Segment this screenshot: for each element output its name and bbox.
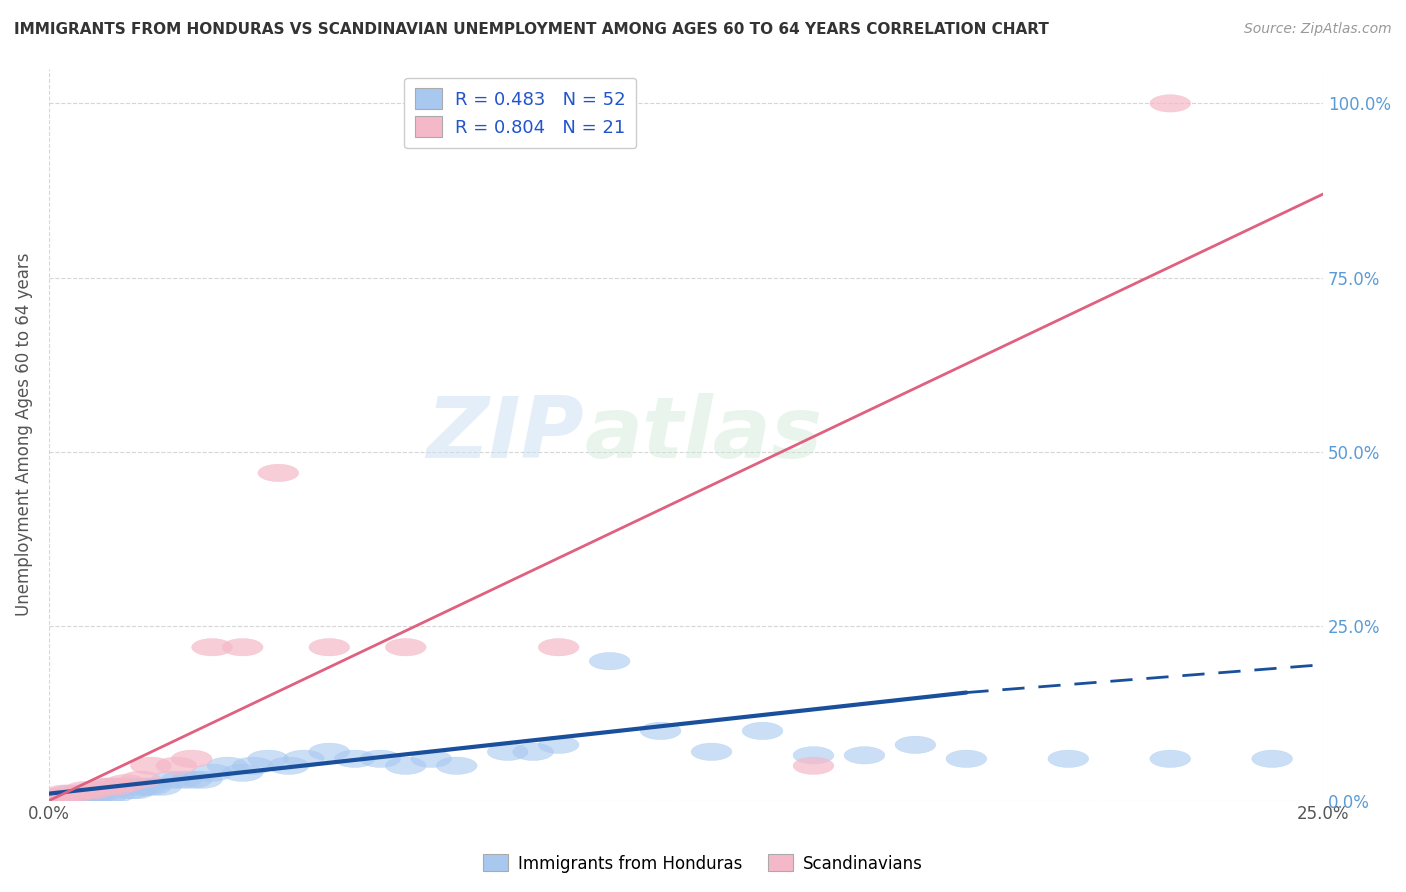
Ellipse shape: [39, 789, 80, 805]
Ellipse shape: [513, 743, 554, 761]
Ellipse shape: [162, 771, 202, 789]
Ellipse shape: [80, 785, 121, 803]
Ellipse shape: [150, 771, 191, 789]
Text: atlas: atlas: [583, 393, 823, 476]
Ellipse shape: [1047, 750, 1088, 767]
Ellipse shape: [257, 464, 298, 482]
Ellipse shape: [742, 723, 783, 739]
Ellipse shape: [793, 757, 834, 774]
Ellipse shape: [247, 750, 288, 767]
Ellipse shape: [121, 771, 162, 789]
Ellipse shape: [360, 750, 401, 767]
Legend: R = 0.483   N = 52, R = 0.804   N = 21: R = 0.483 N = 52, R = 0.804 N = 21: [405, 78, 637, 148]
Ellipse shape: [141, 778, 181, 796]
Ellipse shape: [1150, 750, 1191, 767]
Ellipse shape: [692, 743, 733, 761]
Ellipse shape: [191, 764, 232, 781]
Ellipse shape: [131, 757, 172, 774]
Ellipse shape: [309, 639, 350, 656]
Ellipse shape: [156, 757, 197, 774]
Ellipse shape: [411, 750, 451, 767]
Ellipse shape: [896, 736, 936, 754]
Ellipse shape: [946, 750, 987, 767]
Ellipse shape: [53, 785, 94, 803]
Ellipse shape: [793, 747, 834, 764]
Ellipse shape: [131, 778, 172, 796]
Ellipse shape: [538, 736, 579, 754]
Ellipse shape: [75, 781, 115, 799]
Ellipse shape: [110, 781, 150, 799]
Ellipse shape: [172, 750, 212, 767]
Ellipse shape: [121, 778, 162, 796]
Ellipse shape: [1251, 750, 1292, 767]
Ellipse shape: [53, 789, 94, 805]
Ellipse shape: [589, 652, 630, 670]
Ellipse shape: [65, 789, 105, 805]
Ellipse shape: [105, 774, 146, 792]
Ellipse shape: [309, 743, 350, 761]
Ellipse shape: [385, 639, 426, 656]
Ellipse shape: [222, 639, 263, 656]
Ellipse shape: [65, 781, 105, 799]
Ellipse shape: [90, 778, 131, 796]
Ellipse shape: [335, 750, 375, 767]
Ellipse shape: [69, 789, 110, 805]
Ellipse shape: [75, 785, 115, 803]
Ellipse shape: [105, 778, 146, 796]
Ellipse shape: [115, 781, 156, 799]
Ellipse shape: [844, 747, 884, 764]
Ellipse shape: [94, 785, 135, 803]
Ellipse shape: [436, 757, 477, 774]
Y-axis label: Unemployment Among Ages 60 to 64 years: Unemployment Among Ages 60 to 64 years: [15, 252, 32, 616]
Ellipse shape: [125, 778, 166, 796]
Ellipse shape: [1150, 95, 1191, 112]
Ellipse shape: [284, 750, 325, 767]
Ellipse shape: [39, 789, 80, 805]
Ellipse shape: [44, 785, 84, 803]
Ellipse shape: [207, 757, 247, 774]
Ellipse shape: [49, 785, 90, 803]
Legend: Immigrants from Honduras, Scandinavians: Immigrants from Honduras, Scandinavians: [477, 847, 929, 880]
Ellipse shape: [538, 639, 579, 656]
Ellipse shape: [488, 743, 529, 761]
Ellipse shape: [100, 778, 141, 796]
Ellipse shape: [94, 778, 135, 796]
Ellipse shape: [34, 789, 75, 805]
Ellipse shape: [59, 785, 100, 803]
Ellipse shape: [640, 723, 681, 739]
Ellipse shape: [191, 639, 232, 656]
Ellipse shape: [232, 757, 273, 774]
Text: Source: ZipAtlas.com: Source: ZipAtlas.com: [1244, 22, 1392, 37]
Ellipse shape: [222, 764, 263, 781]
Ellipse shape: [44, 789, 84, 805]
Text: IMMIGRANTS FROM HONDURAS VS SCANDINAVIAN UNEMPLOYMENT AMONG AGES 60 TO 64 YEARS : IMMIGRANTS FROM HONDURAS VS SCANDINAVIAN…: [14, 22, 1049, 37]
Ellipse shape: [84, 778, 125, 796]
Ellipse shape: [172, 771, 212, 789]
Ellipse shape: [385, 757, 426, 774]
Ellipse shape: [34, 789, 75, 805]
Ellipse shape: [269, 757, 309, 774]
Ellipse shape: [181, 771, 222, 789]
Ellipse shape: [84, 789, 125, 805]
Text: ZIP: ZIP: [426, 393, 583, 476]
